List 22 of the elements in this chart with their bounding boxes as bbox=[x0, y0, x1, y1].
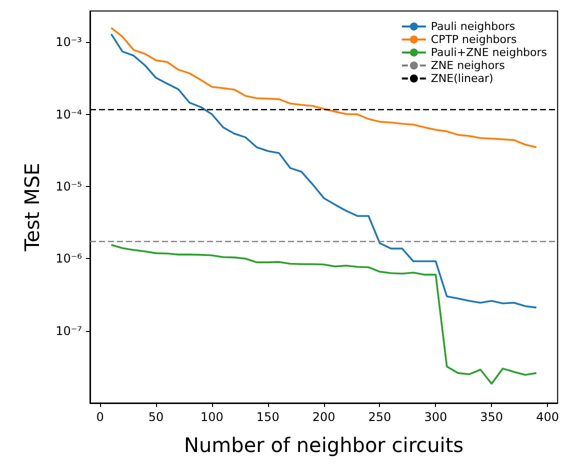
x-tick-label: 200 bbox=[312, 410, 336, 424]
x-tick-label: 300 bbox=[424, 410, 448, 424]
x-tick-label: 250 bbox=[368, 410, 392, 424]
legend-label: ZNE(linear) bbox=[430, 72, 494, 85]
x-tick-label: 50 bbox=[148, 410, 164, 424]
legend-label: Pauli neighbors bbox=[430, 20, 516, 33]
legend-label: Pauli+ZNE neighbors bbox=[430, 46, 548, 59]
x-axis-title: Number of neighbor circuits bbox=[184, 433, 464, 457]
x-tick-label: 150 bbox=[256, 410, 280, 424]
line-series bbox=[110, 244, 538, 385]
x-tick-label: 350 bbox=[480, 410, 504, 424]
y-tick-label: 10⁻⁵ bbox=[56, 179, 82, 194]
x-tick-label: 0 bbox=[96, 410, 104, 424]
y-axis-title: Test MSE bbox=[20, 162, 44, 252]
legend-label: CPTP neighbors bbox=[430, 33, 518, 46]
x-tick-label: 400 bbox=[536, 410, 559, 424]
x-tick-label: 100 bbox=[200, 410, 224, 424]
legend-label: ZNE neighors bbox=[430, 59, 506, 72]
y-tick-label: 10⁻³ bbox=[56, 35, 82, 50]
y-tick-label: 10⁻⁶ bbox=[56, 252, 82, 266]
y-tick-label: 10⁻⁷ bbox=[56, 324, 82, 338]
y-tick-label: 10⁻⁴ bbox=[56, 107, 82, 122]
